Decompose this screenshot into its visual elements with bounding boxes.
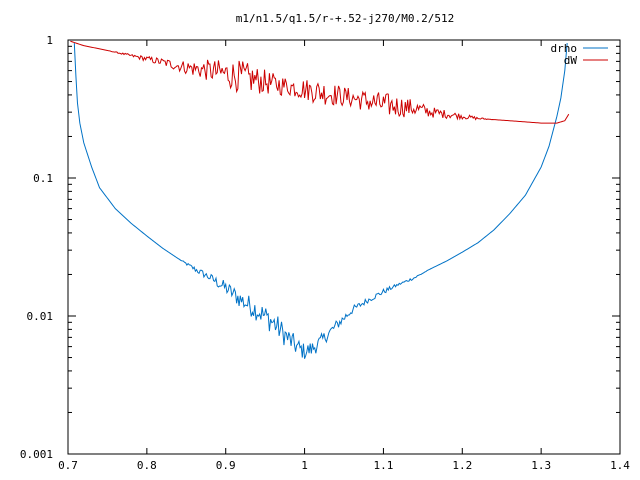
x-tick-label: 0.9 — [216, 459, 236, 472]
x-tick-label: 0.8 — [137, 459, 157, 472]
y-tick-label: 0.001 — [20, 448, 53, 461]
x-tick-label: 0.7 — [58, 459, 78, 472]
x-tick-label: 1 — [301, 459, 308, 472]
series-layer — [70, 40, 570, 359]
series-line-dW — [70, 40, 570, 124]
legend-label-dW: dW — [564, 54, 578, 67]
y-tick-label: 0.1 — [33, 172, 53, 185]
legend-label-drho: drho — [551, 42, 578, 55]
y-tick-label: 0.01 — [27, 310, 54, 323]
y-tick-label: 1 — [46, 34, 53, 47]
chart-title: m1/n1.5/q1.5/r-+.52-j270/M0.2/512 — [236, 12, 455, 25]
x-tick-label: 1.3 — [531, 459, 551, 472]
x-tick-label: 1.4 — [610, 459, 630, 472]
plot-frame — [67, 39, 621, 455]
x-tick-label: 1.1 — [373, 459, 393, 472]
axes-layer: 0.7 0.8 0.9 1 1.1 1.2 1.3 1.4 1 0.1 0.01 0.001 — [20, 34, 630, 472]
x-tick-label: 1.2 — [452, 459, 472, 472]
series-line-drho — [73, 43, 568, 359]
